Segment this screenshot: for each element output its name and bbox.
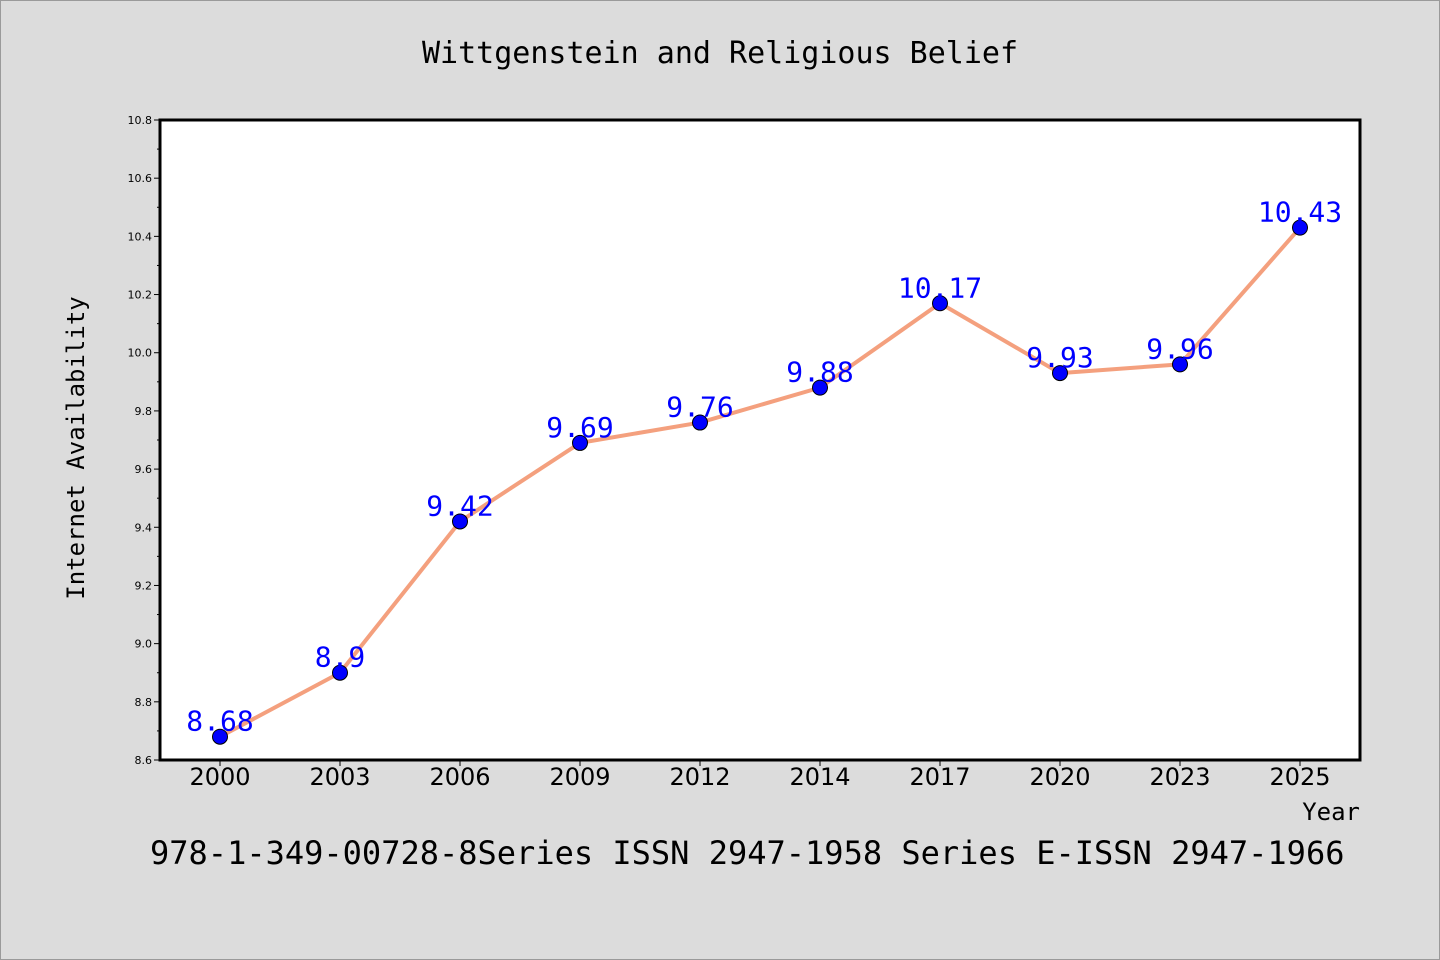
- y-tick-label: 8.6: [135, 754, 153, 767]
- data-label: 9.88: [786, 356, 853, 389]
- x-tick-label: 2012: [669, 763, 730, 791]
- y-tick-label: 8.8: [135, 696, 153, 709]
- x-tick-label: 2017: [909, 763, 970, 791]
- data-point: [1292, 219, 1308, 236]
- x-tick-label: 2014: [789, 763, 850, 791]
- y-tick-label: 9.8: [135, 405, 153, 418]
- x-tick-label: 2009: [549, 763, 610, 791]
- y-tick-label: 10.0: [128, 347, 153, 360]
- x-tick-label: 2025: [1269, 763, 1330, 791]
- y-tick-label: 9.2: [135, 579, 153, 592]
- y-tick-label: 10.8: [128, 114, 153, 127]
- x-tick-label: 2000: [189, 763, 250, 791]
- data-label: 8.68: [186, 705, 253, 738]
- data-point: [812, 379, 828, 396]
- data-label: 8.9: [315, 641, 366, 674]
- data-label: 9.96: [1146, 332, 1213, 365]
- y-tick-label: 9.0: [135, 638, 153, 651]
- data-label: 10.43: [1258, 196, 1342, 229]
- x-tick-label: 2020: [1029, 763, 1090, 791]
- data-label: 9.76: [666, 391, 733, 424]
- y-tick-label: 9.6: [135, 463, 153, 476]
- x-tick-label: 2023: [1149, 763, 1210, 791]
- data-point: [452, 513, 468, 530]
- data-point: [1172, 356, 1188, 373]
- chart-title: Wittgenstein and Religious Belief: [422, 36, 1018, 71]
- data-label: 9.93: [1026, 341, 1093, 374]
- data-point: [1052, 365, 1068, 382]
- series-line: [218, 225, 1302, 739]
- x-tick-label: 2003: [309, 763, 370, 791]
- plot-border: [158, 118, 1362, 762]
- data-label: 9.42: [426, 489, 493, 522]
- x-axis: 2000 2003 2006 2009 2012 2014 2017 2020 2023 2025: [189, 760, 1331, 791]
- data-label: 10.17: [898, 271, 982, 304]
- y-tick-label: 10.2: [128, 289, 153, 302]
- data-point: [692, 414, 708, 431]
- plot-area: [160, 120, 1360, 760]
- x-tick-label: 2006: [429, 763, 490, 791]
- y-tick-label: 9.4: [135, 521, 153, 534]
- data-point: [212, 728, 228, 745]
- series-layer: 8.68 8.9 9.42 9.69 9.76 9.88 10.17 9.93 9.96 10.4…: [186, 196, 1342, 745]
- footer-isbn-issn: 978-1-349-00728-8Series ISSN 2947-1958 S…: [150, 834, 1344, 872]
- y-tick-label: 10.6: [128, 172, 153, 185]
- data-point: [932, 295, 948, 312]
- data-point: [332, 664, 348, 681]
- data-label: 9.69: [546, 411, 613, 444]
- data-point: [572, 434, 588, 451]
- y-tick-label: 10.4: [128, 230, 153, 243]
- x-axis-label: Year: [1302, 798, 1360, 826]
- y-axis-label: Internet Availability: [62, 296, 90, 599]
